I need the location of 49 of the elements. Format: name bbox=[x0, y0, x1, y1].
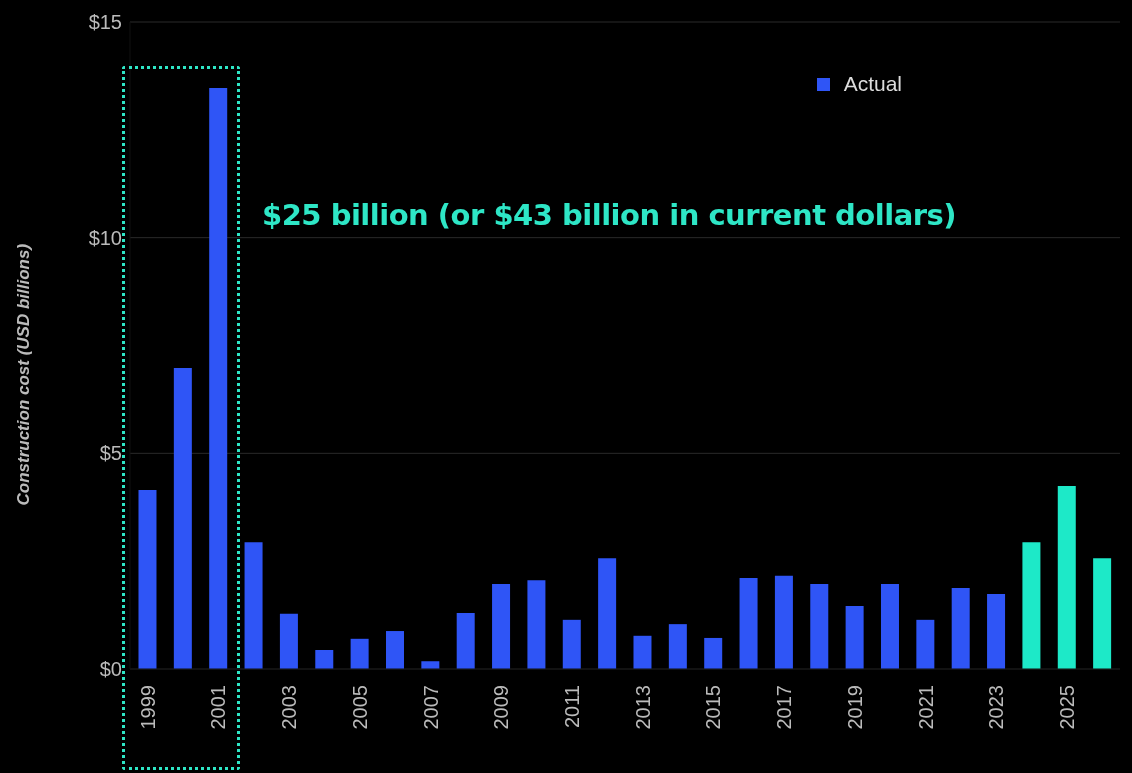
bar bbox=[244, 542, 263, 669]
bar bbox=[1022, 542, 1041, 669]
bar bbox=[385, 631, 404, 669]
y-tick-label: $0 bbox=[99, 658, 122, 681]
bar bbox=[421, 661, 440, 669]
y-tick-label: $15 bbox=[88, 11, 122, 34]
bar bbox=[209, 87, 228, 669]
bar bbox=[633, 635, 652, 669]
bar bbox=[704, 637, 723, 669]
x-tick-label: 2001 bbox=[207, 685, 230, 730]
y-tick-label: $10 bbox=[88, 226, 122, 249]
bar bbox=[492, 584, 511, 669]
x-tick-label: 2007 bbox=[419, 685, 442, 730]
bar bbox=[845, 606, 864, 669]
x-tick-label: 2003 bbox=[278, 685, 301, 730]
bar bbox=[279, 613, 298, 669]
x-tick-label: 2019 bbox=[843, 685, 866, 730]
x-tick-label: 2011 bbox=[560, 685, 583, 729]
bar bbox=[916, 619, 935, 669]
bar bbox=[1057, 486, 1076, 669]
bar bbox=[173, 367, 192, 669]
bar bbox=[951, 587, 970, 669]
bar bbox=[350, 638, 369, 669]
x-tick-label: 2021 bbox=[914, 685, 937, 730]
legend-label: Actual bbox=[843, 72, 902, 96]
bar bbox=[598, 558, 617, 669]
bar bbox=[810, 584, 829, 669]
x-tick-label: 2005 bbox=[348, 685, 371, 730]
x-tick-label: 2025 bbox=[1055, 685, 1078, 730]
bar bbox=[774, 575, 793, 669]
annotation: $25 billion (or $43 billion in current dollars) bbox=[262, 198, 957, 232]
bar bbox=[138, 490, 157, 669]
x-tick-label: 2023 bbox=[985, 685, 1008, 730]
bar bbox=[315, 650, 334, 669]
x-tick-label: 2015 bbox=[702, 685, 725, 730]
x-tick-label: 2009 bbox=[490, 685, 513, 730]
bar bbox=[668, 624, 687, 669]
bar bbox=[739, 577, 758, 669]
bar bbox=[562, 619, 581, 669]
x-tick-label: 1999 bbox=[136, 685, 159, 730]
bar bbox=[1093, 558, 1112, 669]
y-axis-title: Construction cost (USD billions) bbox=[14, 243, 34, 506]
bar bbox=[527, 580, 546, 669]
x-tick-label: 2017 bbox=[773, 685, 796, 730]
bar bbox=[987, 593, 1006, 669]
y-tick-label: $5 bbox=[99, 442, 122, 465]
x-tick-label: 2013 bbox=[631, 685, 654, 730]
bar bbox=[456, 612, 475, 669]
bar bbox=[880, 584, 899, 669]
